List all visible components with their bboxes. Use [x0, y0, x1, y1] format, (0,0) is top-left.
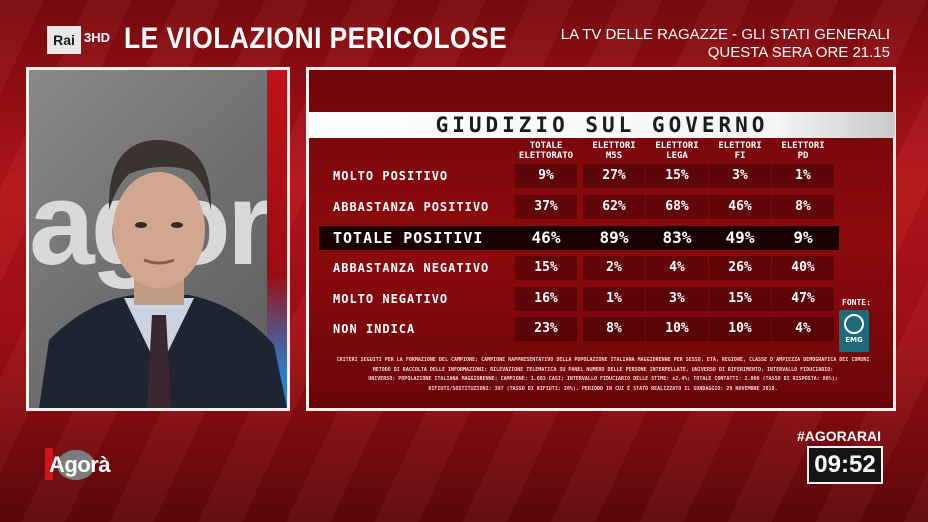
poll-row-label: TOTALE POSITIVI [333, 229, 484, 247]
poll-cell: 3% [709, 164, 771, 188]
channel-number: 3HD [84, 30, 111, 45]
methodology-notes: CRITERI SEGUITI PER LA FORMAZIONE DEL CA… [323, 356, 883, 394]
promo-line-2: QUESTA SERA ORE 21.15 [707, 44, 890, 61]
promo-text: LA TV DELLE RAGAZZE - GLI STATI GENERALI… [561, 26, 890, 62]
poll-row: ABBASTANZA NEGATIVO 15% 2% 4% 26% 40% [309, 256, 839, 280]
emg-logo: EMG [839, 310, 869, 352]
poll-cell: 47% [772, 287, 834, 311]
rai-logo: Rai [47, 26, 81, 54]
poll-cell: 46% [531, 228, 561, 247]
poll-cell: 83% [662, 228, 692, 247]
poll-row: TOTALE POSITIVI 46% 89% 83% 49% 9% [319, 226, 839, 250]
emg-logo-icon [844, 314, 864, 334]
logo-disc [57, 450, 95, 480]
poll-row-label: ABBASTANZA POSITIVO [333, 200, 490, 214]
poll-cell: 15% [515, 256, 577, 280]
poll-cell: 9% [515, 164, 577, 188]
poll-row: ABBASTANZA POSITIVO 37% 62% 68% 46% 8% [309, 195, 839, 219]
poll-row-label: MOLTO NEGATIVO [333, 292, 449, 306]
column-header-line2: ELETTORATO [518, 151, 574, 161]
clock: 09:52 [807, 446, 883, 484]
column-header-line1: ELETTORI [718, 141, 762, 151]
column-header-line2: FI [734, 151, 746, 161]
methodology-line: UNIVERSO: POPOLAZIONE ITALIANA MAGGIOREN… [368, 376, 838, 382]
poll-row-label: ABBASTANZA NEGATIVO [333, 261, 490, 275]
video-feed-panel: agorà [26, 67, 290, 411]
poll-cell: 46% [709, 195, 771, 219]
poll-row: MOLTO NEGATIVO 16% 1% 3% 15% 47% [309, 287, 839, 311]
poll-cell: 27% [583, 164, 645, 188]
column-header-lega: ELETTORI LEGA [645, 141, 709, 161]
logo-red-bar [45, 448, 53, 480]
segment-title: LE VIOLAZIONI PERICOLOSE [124, 22, 508, 55]
poll-cell: 2% [583, 256, 645, 280]
poll-cell: 23% [515, 317, 577, 341]
poll-cell: 89% [599, 228, 629, 247]
poll-cell: 26% [709, 256, 771, 280]
emg-logo-text: EMG [845, 336, 863, 344]
agora-show-logo: Agorà [45, 444, 119, 482]
poll-cell: 3% [646, 287, 708, 311]
poll-cell: 8% [772, 195, 834, 219]
poll-cell: 16% [515, 287, 577, 311]
poll-row-label: MOLTO POSITIVO [333, 169, 449, 183]
hashtag: #AGORARAI [796, 428, 881, 444]
poll-cell: 1% [772, 164, 834, 188]
methodology-line: RIFIUTI/SOSTITUZIONI: 397 (TASSO DI RIFI… [428, 385, 778, 392]
column-header-fi: ELETTORI FI [708, 141, 772, 161]
poll-cell: 15% [709, 287, 771, 311]
poll-row-label: NON INDICA [333, 322, 416, 336]
poll-cell: 10% [646, 317, 708, 341]
promo-line-1: LA TV DELLE RAGAZZE - GLI STATI GENERALI [560, 26, 890, 43]
poll-cell: 4% [772, 317, 834, 341]
column-header-m5s: ELETTORI M5S [582, 141, 646, 161]
poll-cell: 40% [772, 256, 834, 280]
poll-cell: 49% [725, 228, 755, 247]
poll-cell: 37% [515, 195, 577, 219]
poll-cell: 15% [646, 164, 708, 188]
column-header-line2: PD [797, 151, 809, 161]
show-logo-text: Agorà [49, 452, 111, 477]
poll-cell: 10% [709, 317, 771, 341]
column-header-line1: ELETTORI [781, 141, 825, 151]
poll-results-panel: GIUDIZIO SUL GOVERNO TOTALE ELETTORATO E… [306, 67, 896, 411]
column-header-totale: TOTALE ELETTORATO [514, 141, 578, 161]
poll-cell: 8% [583, 317, 645, 341]
poll-cell: 9% [793, 228, 813, 247]
poll-cell: 68% [646, 195, 708, 219]
column-header-line2: M5S [605, 151, 623, 161]
column-header-line1: ELETTORI [592, 141, 636, 151]
poll-row: NON INDICA 23% 8% 10% 10% 4% [309, 317, 839, 341]
poll-cell: 4% [646, 256, 708, 280]
studio-red-accent [267, 70, 287, 408]
column-header-line1: ELETTORI [655, 141, 699, 151]
column-header-line2: LEGA [666, 151, 688, 161]
poll-cell: 1% [583, 287, 645, 311]
top-banner: Rai 3HD LE VIOLAZIONI PERICOLOSE LA TV D… [0, 18, 928, 66]
presenter-portrait [39, 140, 287, 408]
poll-row: MOLTO POSITIVO 9% 27% 15% 3% 1% [309, 164, 839, 188]
methodology-line: METODO DI RACCOLTA DELLE INFORMAZIONI: R… [372, 366, 834, 373]
poll-title: GIUDIZIO SUL GOVERNO [309, 112, 895, 138]
poll-cell: 62% [583, 195, 645, 219]
column-header-pd: ELETTORI PD [771, 141, 835, 161]
source-label: FONTE: [842, 298, 871, 307]
column-header-line1: TOTALE [529, 141, 563, 151]
methodology-line: CRITERI SEGUITI PER LA FORMAZIONE DEL CA… [336, 357, 870, 363]
